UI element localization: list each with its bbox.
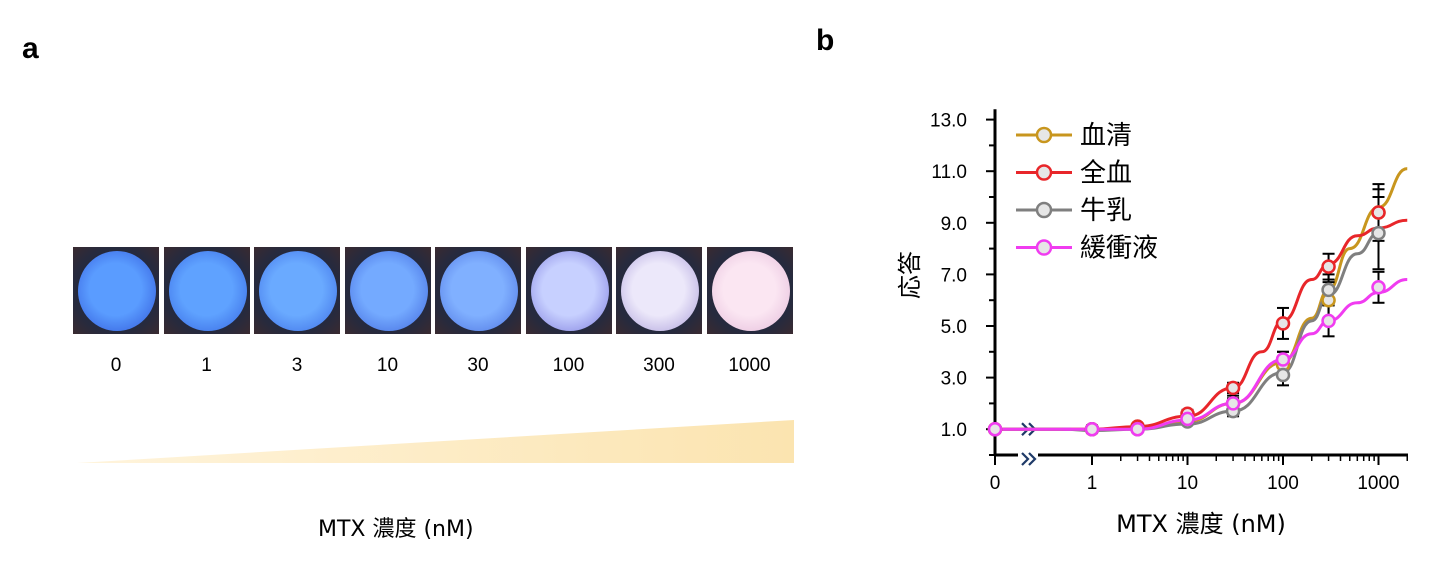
swatch-disc: [259, 251, 337, 331]
y-tick-label: 1.0: [941, 420, 967, 441]
axis-break-icon: [1028, 452, 1037, 466]
concentration-label: 300: [643, 355, 675, 376]
concentration-label: 0: [110, 355, 122, 376]
data-point-緩衝液: [1321, 313, 1336, 329]
data-point-緩衝液: [1180, 411, 1195, 427]
swatch-disc: [78, 251, 156, 331]
legend-label: 全血: [1080, 159, 1132, 189]
swatch-disc: [711, 251, 790, 331]
concentration-label: 3: [291, 355, 303, 376]
legend-marker: [1035, 164, 1053, 181]
x-axis-label: MTX 濃度 (nM): [1116, 510, 1286, 538]
y-tick-label: 11.0: [931, 162, 967, 183]
data-point-緩衝液: [1371, 280, 1386, 295]
data-point-全血: [1371, 205, 1386, 220]
data-point-牛乳: [1275, 367, 1291, 383]
data-point-全血: [1225, 380, 1241, 396]
x-tick-label: 100: [1267, 473, 1299, 494]
swatch-photo-10: [344, 247, 431, 334]
data-point-緩衝液: [1275, 352, 1291, 367]
data-point-牛乳: [1371, 225, 1386, 241]
panel-a-label: a: [22, 32, 39, 65]
data-point-緩衝液: [1084, 421, 1100, 437]
y-tick-label: 7.0: [941, 265, 967, 286]
axis-break-gap: [1018, 425, 1038, 470]
data-point-緩衝液: [987, 421, 1003, 437]
x-tick-label: 1000: [1357, 473, 1399, 494]
y-tick-label: 9.0: [941, 214, 967, 235]
swatch-photo-30: [435, 247, 521, 334]
y-tick-label: 3.0: [941, 369, 967, 390]
concentration-label: 1000: [728, 355, 771, 376]
swatch-photo-300: [616, 247, 702, 334]
data-point-緩衝液: [1130, 421, 1145, 437]
legend-label: 牛乳: [1080, 196, 1132, 226]
concentration-label: 10: [376, 355, 399, 376]
swatch-photo-0: [73, 247, 159, 334]
concentration-label: 100: [552, 355, 585, 376]
legend-marker: [1035, 239, 1053, 256]
swatch-photo-3: [254, 247, 340, 334]
swatch-photo-1000: [706, 247, 793, 334]
legend-label: 血清: [1080, 121, 1132, 151]
panel-b-label: b: [816, 24, 835, 57]
swatch-disc: [168, 251, 247, 331]
swatch-row: [73, 247, 795, 334]
data-point-牛乳: [1321, 282, 1336, 298]
panel-a-x-axis-label: MTX 濃度 (nM): [318, 517, 474, 542]
y-axis-label: 応答: [896, 251, 924, 299]
concentration-label: 30: [467, 355, 489, 376]
data-point-全血: [1321, 259, 1336, 274]
swatch-photo-100: [525, 247, 612, 334]
y-tick-label: 13.0: [930, 111, 967, 132]
swatch-disc: [349, 251, 428, 331]
legend-label: 緩衝液: [1080, 234, 1158, 264]
concentration-label: 1: [201, 355, 212, 376]
data-point-緩衝液: [1225, 396, 1241, 411]
axis-break-icon: [1021, 452, 1030, 466]
x-tick-label: 10: [1177, 473, 1198, 494]
legend-marker: [1035, 201, 1053, 219]
x-tick-label: 0: [990, 473, 1001, 494]
swatch-disc: [440, 251, 518, 331]
swatch-photo-1: [163, 247, 250, 334]
legend-marker: [1035, 126, 1053, 144]
x-tick-label: 1: [1087, 473, 1098, 494]
y-tick-label: 5.0: [941, 317, 967, 338]
swatch-disc: [530, 251, 609, 331]
swatch-disc: [621, 251, 699, 331]
data-point-全血: [1275, 316, 1291, 331]
